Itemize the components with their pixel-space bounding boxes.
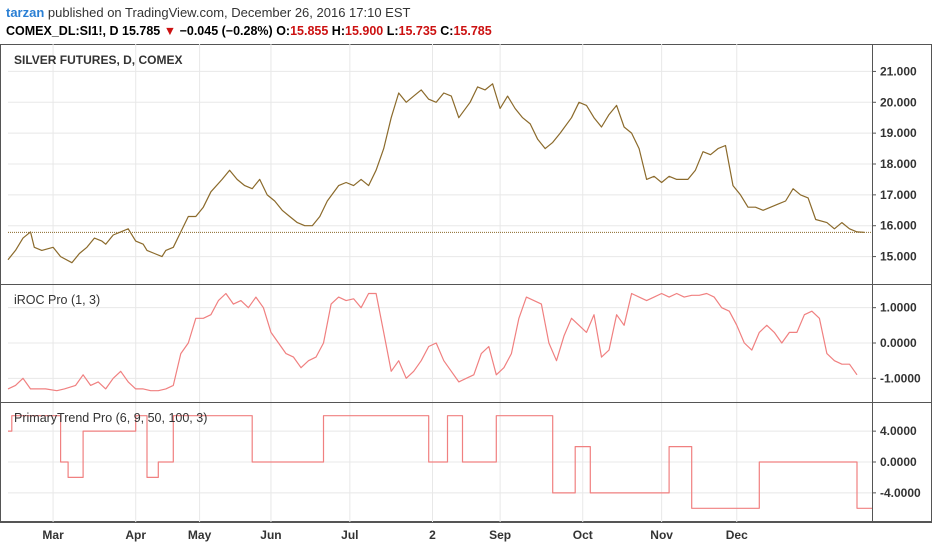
close-value: 15.785: [453, 24, 492, 38]
pane-title: PrimaryTrend Pro (6, 9, 50, 100, 3): [14, 411, 207, 425]
series-line: [7, 292, 858, 392]
x-tick-label: Mar: [42, 528, 64, 542]
last-price: 15.785: [122, 24, 161, 38]
open-value: 15.855: [290, 24, 329, 38]
y-tick-label: 21.000: [880, 64, 917, 78]
x-tick-label: Oct: [573, 528, 593, 542]
y-tick-label: 15.000: [880, 250, 917, 264]
low-value: 15.735: [398, 24, 437, 38]
publish-info: tarzan published on TradingView.com, Dec…: [6, 4, 926, 22]
chart-header: tarzan published on TradingView.com, Dec…: [6, 4, 926, 40]
close-label: C:: [440, 24, 454, 38]
x-tick-label: Sep: [489, 528, 511, 542]
x-tick-label: 2: [429, 528, 436, 542]
pane-title: SILVER FUTURES, D, COMEX: [14, 53, 182, 67]
y-tick-label: 18.000: [880, 157, 917, 171]
y-tick-label: 20.000: [880, 95, 917, 109]
y-tick-label: 0.0000: [880, 336, 917, 350]
x-tick-label: Dec: [726, 528, 748, 542]
symbol-label[interactable]: COMEX_DL:SI1!, D: [6, 24, 119, 38]
symbol-quote-line: COMEX_DL:SI1!, D 15.785 ▼ −0.045 (−0.28%…: [6, 22, 926, 40]
y-tick-label: 4.0000: [880, 424, 917, 438]
y-tick-label: 0.0000: [880, 455, 917, 469]
high-label: H:: [331, 24, 345, 38]
chart-area[interactable]: Mar Apr May Jun Jul 2 Sep Oct Nov Dec 21.000 20.000…: [0, 44, 932, 550]
y-tick-label: 1.0000: [880, 301, 917, 315]
open-label: O:: [276, 24, 291, 38]
y-tick-label: 19.000: [880, 126, 917, 140]
y-tick-label: -4.0000: [880, 486, 921, 500]
x-tick-label: Jul: [341, 528, 358, 542]
y-tick-label: 17.000: [880, 188, 917, 202]
chart-frame: [0, 44, 932, 522]
y-tick-label: -1.0000: [880, 371, 921, 385]
change-arrow-icon: ▼: [163, 24, 177, 38]
series-line: [8, 415, 872, 509]
x-tick-label: May: [188, 528, 212, 542]
price-change: −0.045 (−0.28%): [179, 24, 273, 38]
x-tick-label: Apr: [125, 528, 146, 542]
pane-title: iROC Pro (1, 3): [14, 293, 100, 307]
low-label: L:: [386, 24, 399, 38]
y-tick-label: 16.000: [880, 219, 917, 233]
series-line: [7, 83, 865, 264]
high-value: 15.900: [345, 24, 384, 38]
published-text: published on TradingView.com, December 2…: [47, 5, 411, 20]
x-tick-label: Nov: [650, 528, 673, 542]
author-link[interactable]: tarzan: [6, 5, 45, 20]
x-tick-label: Jun: [260, 528, 281, 542]
